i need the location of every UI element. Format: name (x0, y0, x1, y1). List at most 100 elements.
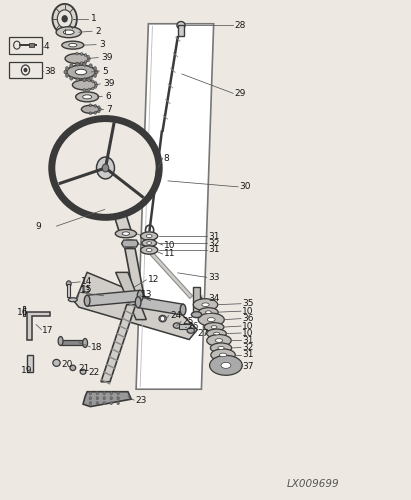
Text: 33: 33 (208, 273, 219, 282)
Circle shape (89, 76, 92, 80)
Bar (29, 43, 34, 47)
Ellipse shape (56, 26, 81, 38)
Circle shape (96, 402, 99, 404)
Circle shape (65, 66, 69, 70)
Ellipse shape (135, 296, 141, 308)
Circle shape (97, 157, 115, 179)
Circle shape (88, 57, 90, 60)
Ellipse shape (198, 313, 224, 326)
Polygon shape (138, 296, 183, 315)
Text: 24: 24 (170, 311, 181, 320)
Ellipse shape (193, 298, 218, 310)
Text: 27: 27 (197, 328, 209, 338)
Ellipse shape (83, 95, 92, 99)
Text: 10: 10 (242, 322, 254, 330)
Circle shape (64, 70, 67, 74)
Circle shape (117, 392, 119, 394)
Ellipse shape (76, 92, 99, 102)
Circle shape (83, 78, 86, 82)
Circle shape (76, 78, 79, 82)
Text: 25: 25 (182, 316, 194, 326)
Circle shape (84, 54, 87, 56)
Text: 32: 32 (242, 343, 254, 352)
Text: LX009699: LX009699 (287, 478, 340, 488)
Text: 38: 38 (44, 66, 55, 76)
Text: 18: 18 (91, 344, 103, 352)
Ellipse shape (146, 248, 152, 252)
Ellipse shape (142, 240, 157, 246)
Ellipse shape (70, 365, 76, 370)
Ellipse shape (214, 332, 219, 335)
Polygon shape (101, 304, 136, 382)
Circle shape (87, 55, 90, 58)
Circle shape (110, 392, 113, 394)
Ellipse shape (192, 312, 202, 318)
Circle shape (117, 402, 119, 404)
Circle shape (117, 396, 119, 400)
Text: 16: 16 (17, 308, 28, 316)
Circle shape (83, 78, 85, 82)
Text: 13: 13 (141, 290, 153, 299)
Ellipse shape (55, 121, 157, 214)
Text: 31: 31 (208, 232, 219, 240)
Circle shape (96, 392, 99, 394)
Ellipse shape (159, 316, 166, 322)
Circle shape (93, 74, 97, 78)
Polygon shape (87, 290, 140, 306)
Text: 22: 22 (89, 368, 100, 378)
Text: 13: 13 (80, 286, 92, 296)
Circle shape (62, 16, 67, 22)
Text: 28: 28 (235, 21, 246, 30)
Ellipse shape (84, 295, 90, 306)
Text: 8: 8 (164, 154, 170, 162)
Ellipse shape (80, 370, 86, 374)
Ellipse shape (187, 328, 194, 334)
Ellipse shape (137, 290, 143, 301)
Circle shape (66, 281, 71, 287)
Polygon shape (27, 312, 51, 340)
Text: 10: 10 (242, 328, 254, 338)
Text: 17: 17 (42, 326, 54, 335)
Circle shape (83, 62, 86, 66)
Ellipse shape (202, 303, 209, 306)
Text: 35: 35 (242, 299, 254, 308)
Ellipse shape (72, 80, 96, 90)
Text: 31: 31 (208, 246, 219, 254)
Text: 31: 31 (242, 336, 254, 345)
Bar (9, 62, 42, 78)
Circle shape (94, 104, 97, 108)
Circle shape (89, 402, 92, 404)
Ellipse shape (62, 41, 84, 49)
Ellipse shape (58, 336, 63, 345)
Bar (178, 26, 184, 36)
Ellipse shape (173, 323, 180, 328)
Circle shape (70, 76, 73, 80)
Ellipse shape (177, 22, 185, 29)
Ellipse shape (81, 106, 99, 114)
Bar (179, 324, 190, 328)
Ellipse shape (68, 298, 77, 302)
Ellipse shape (206, 311, 211, 314)
Circle shape (96, 396, 99, 400)
Ellipse shape (221, 362, 231, 368)
Text: 37: 37 (242, 362, 254, 371)
Bar (60, 340, 85, 345)
Polygon shape (115, 272, 146, 320)
Text: 31: 31 (242, 350, 254, 360)
Circle shape (70, 64, 73, 68)
Circle shape (95, 84, 98, 86)
Text: 6: 6 (106, 92, 111, 101)
Text: 39: 39 (104, 80, 115, 88)
Circle shape (92, 80, 94, 83)
Circle shape (95, 86, 97, 88)
Bar (23, 306, 25, 316)
Polygon shape (122, 240, 138, 247)
Ellipse shape (147, 242, 152, 244)
Circle shape (65, 74, 69, 78)
Polygon shape (105, 186, 132, 234)
Text: 36: 36 (242, 314, 254, 323)
Ellipse shape (207, 318, 215, 322)
Ellipse shape (211, 326, 217, 328)
Circle shape (95, 82, 97, 84)
Text: 5: 5 (103, 66, 109, 76)
